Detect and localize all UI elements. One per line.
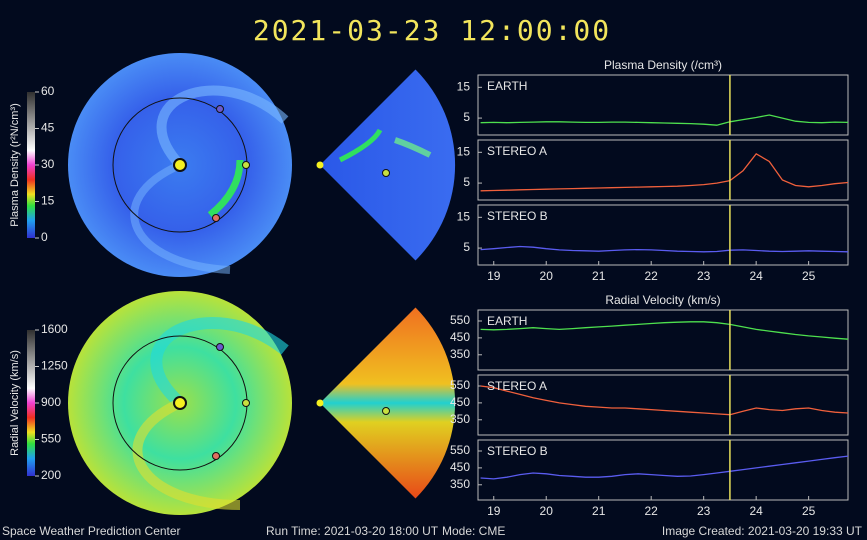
panel-frame: [477, 74, 849, 136]
x-tick-label: 23: [697, 269, 711, 283]
velocity-model: [68, 291, 456, 515]
series-line: [480, 455, 849, 480]
series-name: STEREO B: [487, 209, 548, 223]
y-tick-label: 15: [457, 144, 471, 158]
x-tick-label: 22: [645, 269, 659, 283]
series-line: [480, 114, 849, 126]
y-tick-label: 450: [450, 330, 470, 344]
colorbar: [27, 330, 35, 476]
panel-frame: [477, 439, 849, 501]
y-tick-label: 450: [450, 460, 470, 474]
y-tick-label: 15: [457, 79, 471, 93]
colorbar-tick-label: 30: [41, 157, 55, 171]
y-tick-label: 350: [450, 347, 470, 361]
y-tick-label: 550: [450, 378, 470, 392]
x-tick-label: 25: [802, 504, 816, 518]
y-tick-label: 15: [457, 209, 471, 223]
colorbar-tick-label: 0: [41, 230, 48, 244]
colorbar-tick-label: 550: [41, 432, 61, 446]
panel-frame: [477, 139, 849, 201]
x-tick-label: 24: [749, 504, 763, 518]
series-line: [480, 321, 849, 340]
x-tick-label: 21: [592, 504, 606, 518]
colorbar-tick-label: 1600: [41, 322, 68, 336]
series-name: EARTH: [487, 79, 527, 93]
colorbar: [27, 92, 35, 238]
colorbar-tick-label: 60: [41, 84, 55, 98]
colorbar-tick-label: 200: [41, 468, 61, 482]
series-name: EARTH: [487, 314, 527, 328]
y-tick-label: 5: [463, 110, 470, 124]
panel-title: Radial Velocity (km/s): [605, 293, 720, 307]
colorbar-tick-label: 1250: [41, 359, 68, 373]
colorbar-tick-label: 45: [41, 121, 55, 135]
colorbar-tick-label: 15: [41, 194, 55, 208]
panel-title: Plasma Density (/cm³): [604, 58, 722, 72]
x-tick-label: 19: [487, 269, 501, 283]
x-tick-label: 23: [697, 504, 711, 518]
y-tick-label: 550: [450, 443, 470, 457]
panel-frame: [477, 374, 849, 436]
series-line: [480, 385, 849, 416]
x-tick-label: 25: [802, 269, 816, 283]
timestamp: 2021-03-23 12:00:00: [253, 14, 611, 47]
y-tick-label: 550: [450, 313, 470, 327]
footer-mode: Mode: CME: [442, 524, 505, 538]
x-tick-label: 20: [540, 504, 554, 518]
y-tick-label: 350: [450, 412, 470, 426]
series-name: STEREO A: [487, 144, 547, 158]
x-tick-label: 19: [487, 504, 501, 518]
panel-frame: [477, 309, 849, 371]
colorbar-label: Radial Velocity (km/s): [9, 350, 21, 456]
y-tick-label: 5: [463, 240, 470, 254]
x-tick-label: 21: [592, 269, 606, 283]
colorbar-label: Plasma Density (r²N/cm³): [9, 103, 21, 226]
footer-run-time: Run Time: 2021-03-20 18:00 UT: [266, 524, 439, 538]
series-line: [480, 245, 849, 253]
footer-org: Space Weather Prediction Center: [2, 524, 181, 538]
x-tick-label: 22: [645, 504, 659, 518]
y-tick-label: 5: [463, 175, 470, 189]
footer-created: Image Created: 2021-03-20 19:33 UT: [662, 524, 863, 538]
series-line: [480, 152, 849, 192]
colorbar-tick-label: 900: [41, 395, 61, 409]
y-tick-label: 450: [450, 395, 470, 409]
density-model: [68, 53, 456, 277]
y-tick-label: 350: [450, 477, 470, 491]
x-tick-label: 24: [749, 269, 763, 283]
x-tick-label: 20: [540, 269, 554, 283]
series-name: STEREO A: [487, 379, 547, 393]
panel-frame: [477, 204, 849, 266]
series-name: STEREO B: [487, 444, 548, 458]
